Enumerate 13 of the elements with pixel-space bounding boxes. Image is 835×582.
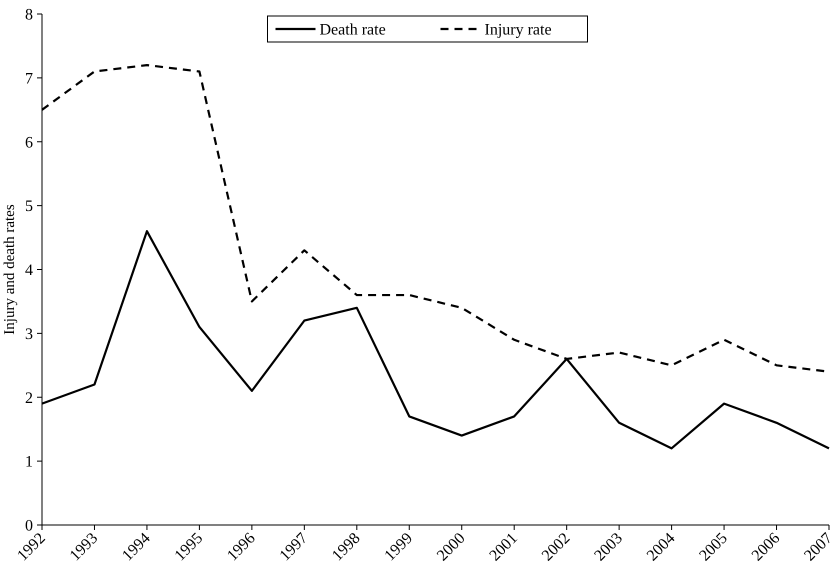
y-tick-label: 5	[25, 198, 33, 216]
y-tick-label: 7	[25, 70, 33, 88]
y-tick-label: 8	[25, 6, 33, 24]
legend-label: Injury rate	[484, 22, 552, 39]
y-tick-label: 1	[25, 454, 33, 471]
y-tick-label: 6	[25, 134, 33, 152]
legend-label: Death rate	[320, 22, 386, 39]
y-tick-label: 2	[25, 390, 33, 407]
y-axis-title: Injury and death rates	[2, 204, 18, 335]
y-tick-label: 3	[25, 326, 33, 343]
y-tick-label: 4	[25, 262, 33, 280]
x-tick-label: 2001	[486, 530, 522, 564]
y-tick-label: 0	[25, 518, 33, 535]
